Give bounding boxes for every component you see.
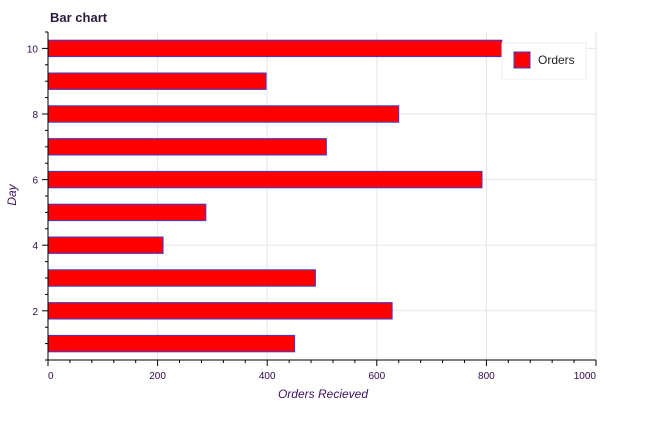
x-tick-label: 800 [478, 371, 495, 382]
bar-day-9 [47, 72, 267, 90]
bar-day-10 [47, 39, 503, 58]
x-tick-label: 0 [48, 371, 54, 382]
y-tick-label: 2 [32, 307, 38, 318]
bar-day-5 [47, 203, 207, 222]
bar-day-2 [47, 302, 393, 320]
bar-day-6 [47, 170, 483, 189]
y-axis-ticks: 2 4 6 8 10 [27, 31, 48, 361]
bar-day-3 [47, 269, 316, 287]
y-tick-label: 10 [27, 44, 39, 55]
y-tick-label: 6 [32, 176, 38, 187]
x-tick-label: 1000 [574, 371, 597, 382]
bars-group [47, 39, 503, 353]
y-axis-label: Day [5, 183, 19, 205]
legend-swatch-orders [513, 51, 531, 69]
bar-day-7 [47, 138, 327, 156]
bar-day-8 [47, 105, 400, 123]
y-tick-label: 8 [32, 110, 38, 121]
x-tick-label: 400 [259, 371, 276, 382]
chart-title: Bar chart [50, 10, 108, 25]
y-tick-label: 4 [32, 241, 38, 252]
legend-label-orders: Orders [538, 53, 575, 67]
x-tick-label: 600 [368, 371, 385, 382]
bar-day-1 [47, 334, 296, 353]
x-axis-label: Orders Recieved [278, 387, 368, 401]
x-axis-ticks: 0 200 400 600 800 1000 [47, 360, 597, 382]
bar-day-4 [47, 236, 164, 254]
x-tick-label: 200 [149, 371, 166, 382]
legend: Orders [501, 42, 587, 80]
